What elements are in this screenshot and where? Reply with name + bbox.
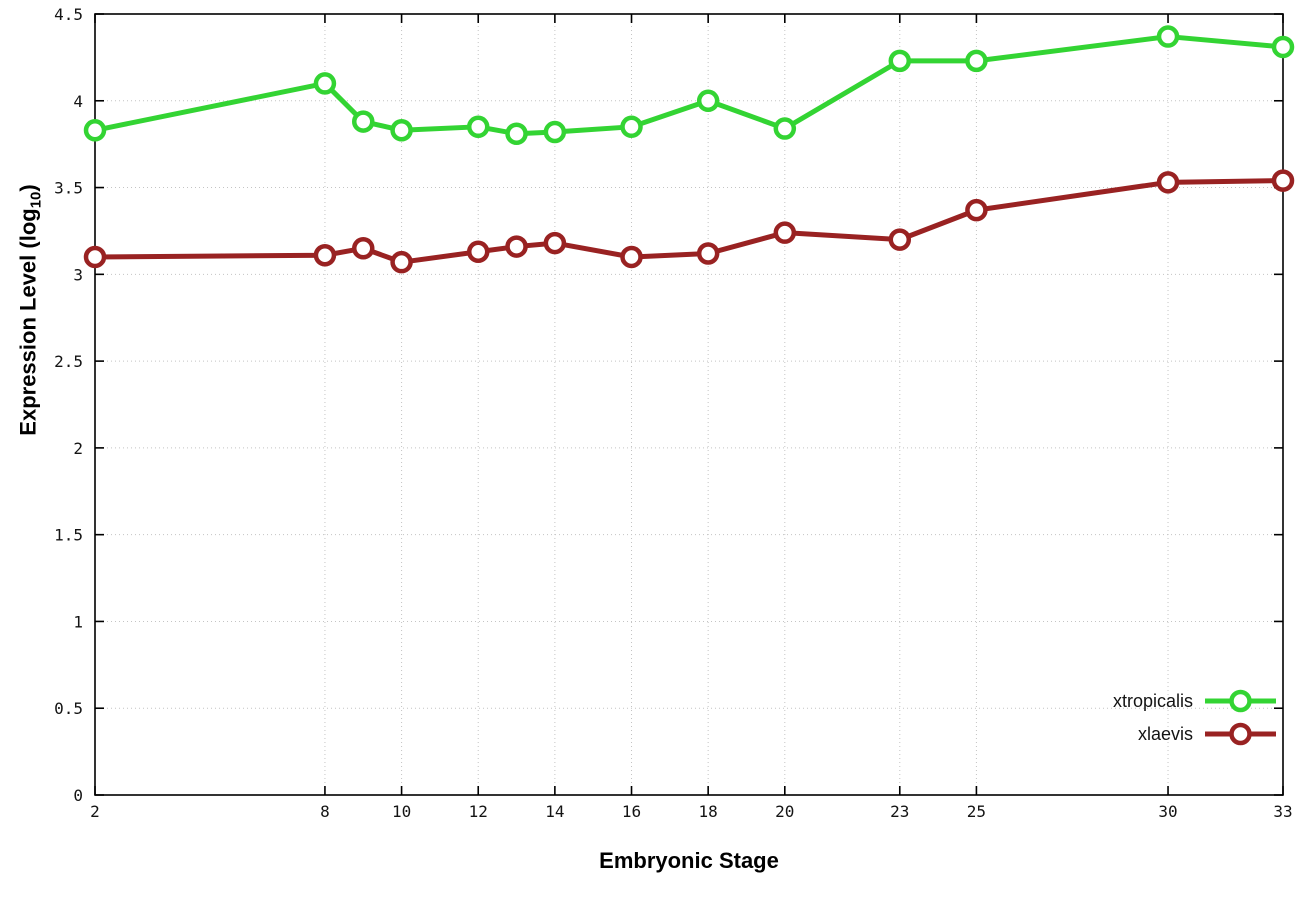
data-point-xtropicalis <box>888 49 912 73</box>
x-tick-label: 30 <box>1158 802 1177 821</box>
data-point-xlaevis <box>1271 169 1295 192</box>
data-point-xlaevis <box>620 245 643 269</box>
data-point-xtropicalis <box>696 89 720 113</box>
data-point-xtropicalis <box>620 115 643 139</box>
data-point-xlaevis <box>773 221 797 244</box>
data-point-xlaevis <box>505 235 528 258</box>
data-point-xlaevis <box>466 240 490 264</box>
y-tick-label: 0 <box>73 786 83 805</box>
legend-sample-point-xtropicalis <box>1229 689 1252 713</box>
x-tick-label: 10 <box>392 802 411 821</box>
y-axis-label-close: ) <box>15 184 41 192</box>
x-tick-label: 12 <box>469 802 488 821</box>
data-point-xlaevis <box>390 250 413 274</box>
data-point-xtropicalis <box>1156 25 1180 48</box>
x-tick-label: 33 <box>1273 802 1292 821</box>
data-point-xlaevis <box>352 237 375 260</box>
y-tick-label: 2 <box>73 439 83 458</box>
x-tick-label: 23 <box>890 802 909 821</box>
data-point-xlaevis <box>83 245 107 269</box>
data-point-xlaevis <box>313 243 337 267</box>
x-tick-label: 18 <box>699 802 718 821</box>
data-point-xtropicalis <box>466 115 490 139</box>
y-tick-label: 1 <box>73 612 83 631</box>
legend-sample-point-xlaevis <box>1229 722 1252 746</box>
x-tick-label: 2 <box>90 802 100 821</box>
y-axis-label-subscript: 10 <box>27 191 45 209</box>
series-line-xtropicalis <box>92 34 1286 137</box>
data-point-xtropicalis <box>313 72 337 95</box>
y-tick-label: 0.5 <box>54 699 83 718</box>
data-point-xlaevis <box>888 228 912 251</box>
legend-label-xtropicalis: xtropicalis <box>1113 691 1193 711</box>
x-tick-label: 25 <box>967 802 986 821</box>
x-tick-label: 14 <box>545 802 564 821</box>
y-tick-label: 2.5 <box>54 352 83 371</box>
data-point-xtropicalis <box>505 122 528 146</box>
y-tick-label: 3.5 <box>54 179 83 198</box>
data-point-xlaevis <box>543 231 567 255</box>
y-tick-label: 3 <box>73 265 83 284</box>
x-tick-label: 16 <box>622 802 641 821</box>
data-point-xlaevis <box>965 198 988 222</box>
plot-frame <box>94 13 1284 796</box>
data-point-xlaevis <box>696 242 720 265</box>
data-point-xtropicalis <box>965 49 988 73</box>
y-axis-label: Expression Level (log10) <box>15 184 44 435</box>
data-point-xtropicalis <box>83 119 107 142</box>
series-line-xlaevis <box>92 178 1286 265</box>
data-point-xtropicalis <box>352 110 375 133</box>
x-tick-label: 20 <box>775 802 794 821</box>
y-tick-label: 4.5 <box>54 5 83 24</box>
data-point-xtropicalis <box>773 117 797 140</box>
y-tick-label: 4 <box>73 92 83 111</box>
x-tick-label: 8 <box>320 802 330 821</box>
data-point-xlaevis <box>1156 171 1180 194</box>
data-point-xtropicalis <box>1271 35 1295 59</box>
y-axis-label-main: Expression Level (log <box>15 208 41 436</box>
legend-label-xlaevis: xlaevis <box>1138 724 1193 744</box>
data-point-xtropicalis <box>390 119 413 142</box>
x-axis-label: Embryonic Stage <box>599 848 779 873</box>
y-tick-label: 1.5 <box>54 526 83 545</box>
data-point-xtropicalis <box>543 120 567 144</box>
